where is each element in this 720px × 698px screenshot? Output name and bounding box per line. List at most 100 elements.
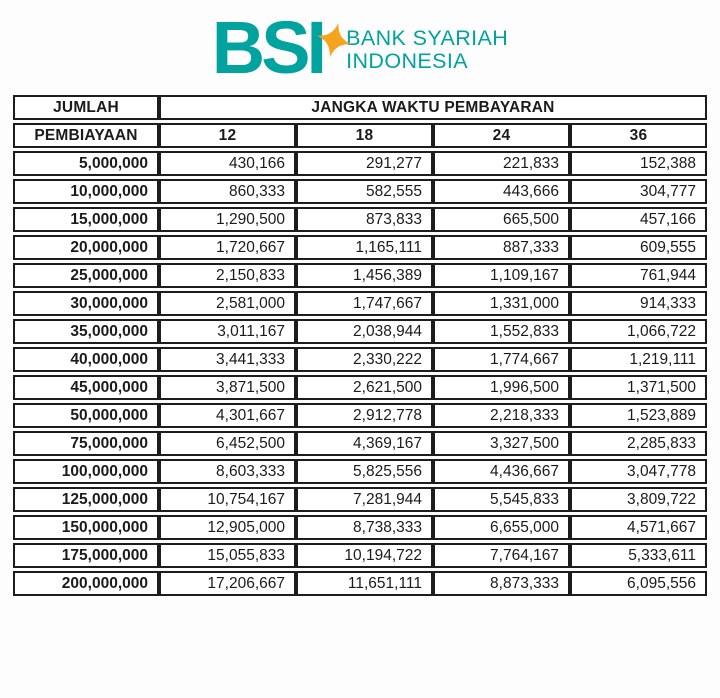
- table-row: 35,000,000 3,011,167 2,038,944 1,552,833 1,0…: [13, 319, 707, 344]
- star-icon: [316, 0, 361, 57]
- amount-cell: 150,000,000: [13, 515, 159, 540]
- header-row-top: JUMLAH JANGKA WAKTU PEMBAYARAN: [13, 95, 707, 120]
- table-row: 30,000,000 2,581,000 1,747,667 1,331,000 914…: [13, 291, 707, 316]
- installment-cell: 4,571,667: [570, 515, 707, 540]
- installment-cell: 914,333: [570, 291, 707, 316]
- installment-cell: 2,912,778: [296, 403, 433, 428]
- installment-cell: 4,436,667: [433, 459, 570, 484]
- installment-cell: 2,285,833: [570, 431, 707, 456]
- installment-cell: 291,277: [296, 151, 433, 176]
- installment-cell: 887,333: [433, 235, 570, 260]
- installment-cell: 304,777: [570, 179, 707, 204]
- amount-cell: 50,000,000: [13, 403, 159, 428]
- installment-cell: 1,109,167: [433, 263, 570, 288]
- header-pembiayaan: PEMBIAYAAN: [13, 123, 159, 148]
- installment-cell: 665,500: [433, 207, 570, 232]
- amount-cell: 25,000,000: [13, 263, 159, 288]
- amount-cell: 40,000,000: [13, 347, 159, 372]
- installment-cell: 8,603,333: [159, 459, 296, 484]
- header-jumlah: JUMLAH: [13, 95, 159, 120]
- installment-cell: 6,095,556: [570, 571, 707, 596]
- table-row: 45,000,000 3,871,500 2,621,500 1,996,500 1,3…: [13, 375, 707, 400]
- bsi-logo-name-line1: BANK SYARIAH: [346, 25, 509, 50]
- amount-cell: 175,000,000: [13, 543, 159, 568]
- installment-cell: 3,047,778: [570, 459, 707, 484]
- bsi-logo: BSI BANK SYARIAH INDONESIA: [0, 0, 720, 92]
- table-row: 75,000,000 6,452,500 4,369,167 3,327,500 2,2…: [13, 431, 707, 456]
- amount-cell: 35,000,000: [13, 319, 159, 344]
- installment-cell: 3,441,333: [159, 347, 296, 372]
- installment-cell: 430,166: [159, 151, 296, 176]
- installment-cell: 12,905,000: [159, 515, 296, 540]
- installment-cell: 5,333,611: [570, 543, 707, 568]
- installment-cell: 582,555: [296, 179, 433, 204]
- installment-cell: 10,754,167: [159, 487, 296, 512]
- table-row: 40,000,000 3,441,333 2,330,222 1,774,667 1,2…: [13, 347, 707, 372]
- header-jangka-waktu: JANGKA WAKTU PEMBAYARAN: [159, 95, 707, 120]
- installment-cell: 457,166: [570, 207, 707, 232]
- table-row: 25,000,000 2,150,833 1,456,389 1,109,167 761…: [13, 263, 707, 288]
- header-period-12: 12: [159, 123, 296, 148]
- installment-cell: 2,038,944: [296, 319, 433, 344]
- installment-cell: 221,833: [433, 151, 570, 176]
- installment-cell: 1,290,500: [159, 207, 296, 232]
- amount-cell: 20,000,000: [13, 235, 159, 260]
- header-period-36: 36: [570, 123, 707, 148]
- table-row: 150,000,000 12,905,000 8,738,333 6,655,000 4…: [13, 515, 707, 540]
- amount-cell: 75,000,000: [13, 431, 159, 456]
- bsi-logo-group: BSI BANK SYARIAH INDONESIA: [212, 10, 509, 84]
- installment-cell: 1,996,500: [433, 375, 570, 400]
- installment-cell: 3,327,500: [433, 431, 570, 456]
- amount-cell: 125,000,000: [13, 487, 159, 512]
- table-header: JUMLAH JANGKA WAKTU PEMBAYARAN PEMBIAYAA…: [13, 95, 707, 148]
- installment-cell: 1,165,111: [296, 235, 433, 260]
- installment-cell: 17,206,667: [159, 571, 296, 596]
- table-row: 100,000,000 8,603,333 5,825,556 4,436,667 3,…: [13, 459, 707, 484]
- table-row: 175,000,000 15,055,833 10,194,722 7,764,167…: [13, 543, 707, 568]
- installment-cell: 1,720,667: [159, 235, 296, 260]
- installment-cell: 1,371,500: [570, 375, 707, 400]
- installment-cell: 1,523,889: [570, 403, 707, 428]
- installment-cell: 2,150,833: [159, 263, 296, 288]
- installment-cell: 4,369,167: [296, 431, 433, 456]
- installment-cell: 1,456,389: [296, 263, 433, 288]
- installment-cell: 5,825,556: [296, 459, 433, 484]
- installment-cell: 860,333: [159, 179, 296, 204]
- table-row: 10,000,000 860,333 582,555 443,666 304,777: [13, 179, 707, 204]
- installment-cell: 6,655,000: [433, 515, 570, 540]
- installment-cell: 2,330,222: [296, 347, 433, 372]
- installment-cell: 4,301,667: [159, 403, 296, 428]
- installment-cell: 443,666: [433, 179, 570, 204]
- installment-cell: 1,331,000: [433, 291, 570, 316]
- amount-cell: 10,000,000: [13, 179, 159, 204]
- table-body: 5,000,000 430,166 291,277 221,833 152,388 10,…: [13, 151, 707, 596]
- installment-cell: 1,552,833: [433, 319, 570, 344]
- table-row: 50,000,000 4,301,667 2,912,778 2,218,333 1,5…: [13, 403, 707, 428]
- table-row: 5,000,000 430,166 291,277 221,833 152,388: [13, 151, 707, 176]
- installment-cell: 3,809,722: [570, 487, 707, 512]
- installment-cell: 609,555: [570, 235, 707, 260]
- installment-cell: 5,545,833: [433, 487, 570, 512]
- installment-cell: 6,452,500: [159, 431, 296, 456]
- installment-cell: 7,764,167: [433, 543, 570, 568]
- installment-cell: 15,055,833: [159, 543, 296, 568]
- amount-cell: 200,000,000: [13, 571, 159, 596]
- installment-cell: 1,066,722: [570, 319, 707, 344]
- table-row: 20,000,000 1,720,667 1,165,111 887,333 609,5…: [13, 235, 707, 260]
- installment-cell: 1,747,667: [296, 291, 433, 316]
- bsi-logo-name-line2: INDONESIA: [346, 48, 468, 73]
- installment-cell: 152,388: [570, 151, 707, 176]
- table-row: 15,000,000 1,290,500 873,833 665,500 457,166: [13, 207, 707, 232]
- header-period-18: 18: [296, 123, 433, 148]
- amount-cell: 15,000,000: [13, 207, 159, 232]
- bsi-logo-name: BANK SYARIAH INDONESIA: [346, 25, 509, 73]
- installment-cell: 3,871,500: [159, 375, 296, 400]
- bsi-logo-acronym: BSI: [212, 10, 352, 84]
- table-row: 200,000,000 17,206,667 11,651,111 8,873,333…: [13, 571, 707, 596]
- table-row: 125,000,000 10,754,167 7,281,944 5,545,833 3…: [13, 487, 707, 512]
- installment-table: JUMLAH JANGKA WAKTU PEMBAYARAN PEMBIAYAA…: [13, 92, 707, 599]
- bsi-logo-text: BSI: [211, 5, 327, 89]
- header-period-24: 24: [433, 123, 570, 148]
- installment-cell: 3,011,167: [159, 319, 296, 344]
- installment-cell: 8,738,333: [296, 515, 433, 540]
